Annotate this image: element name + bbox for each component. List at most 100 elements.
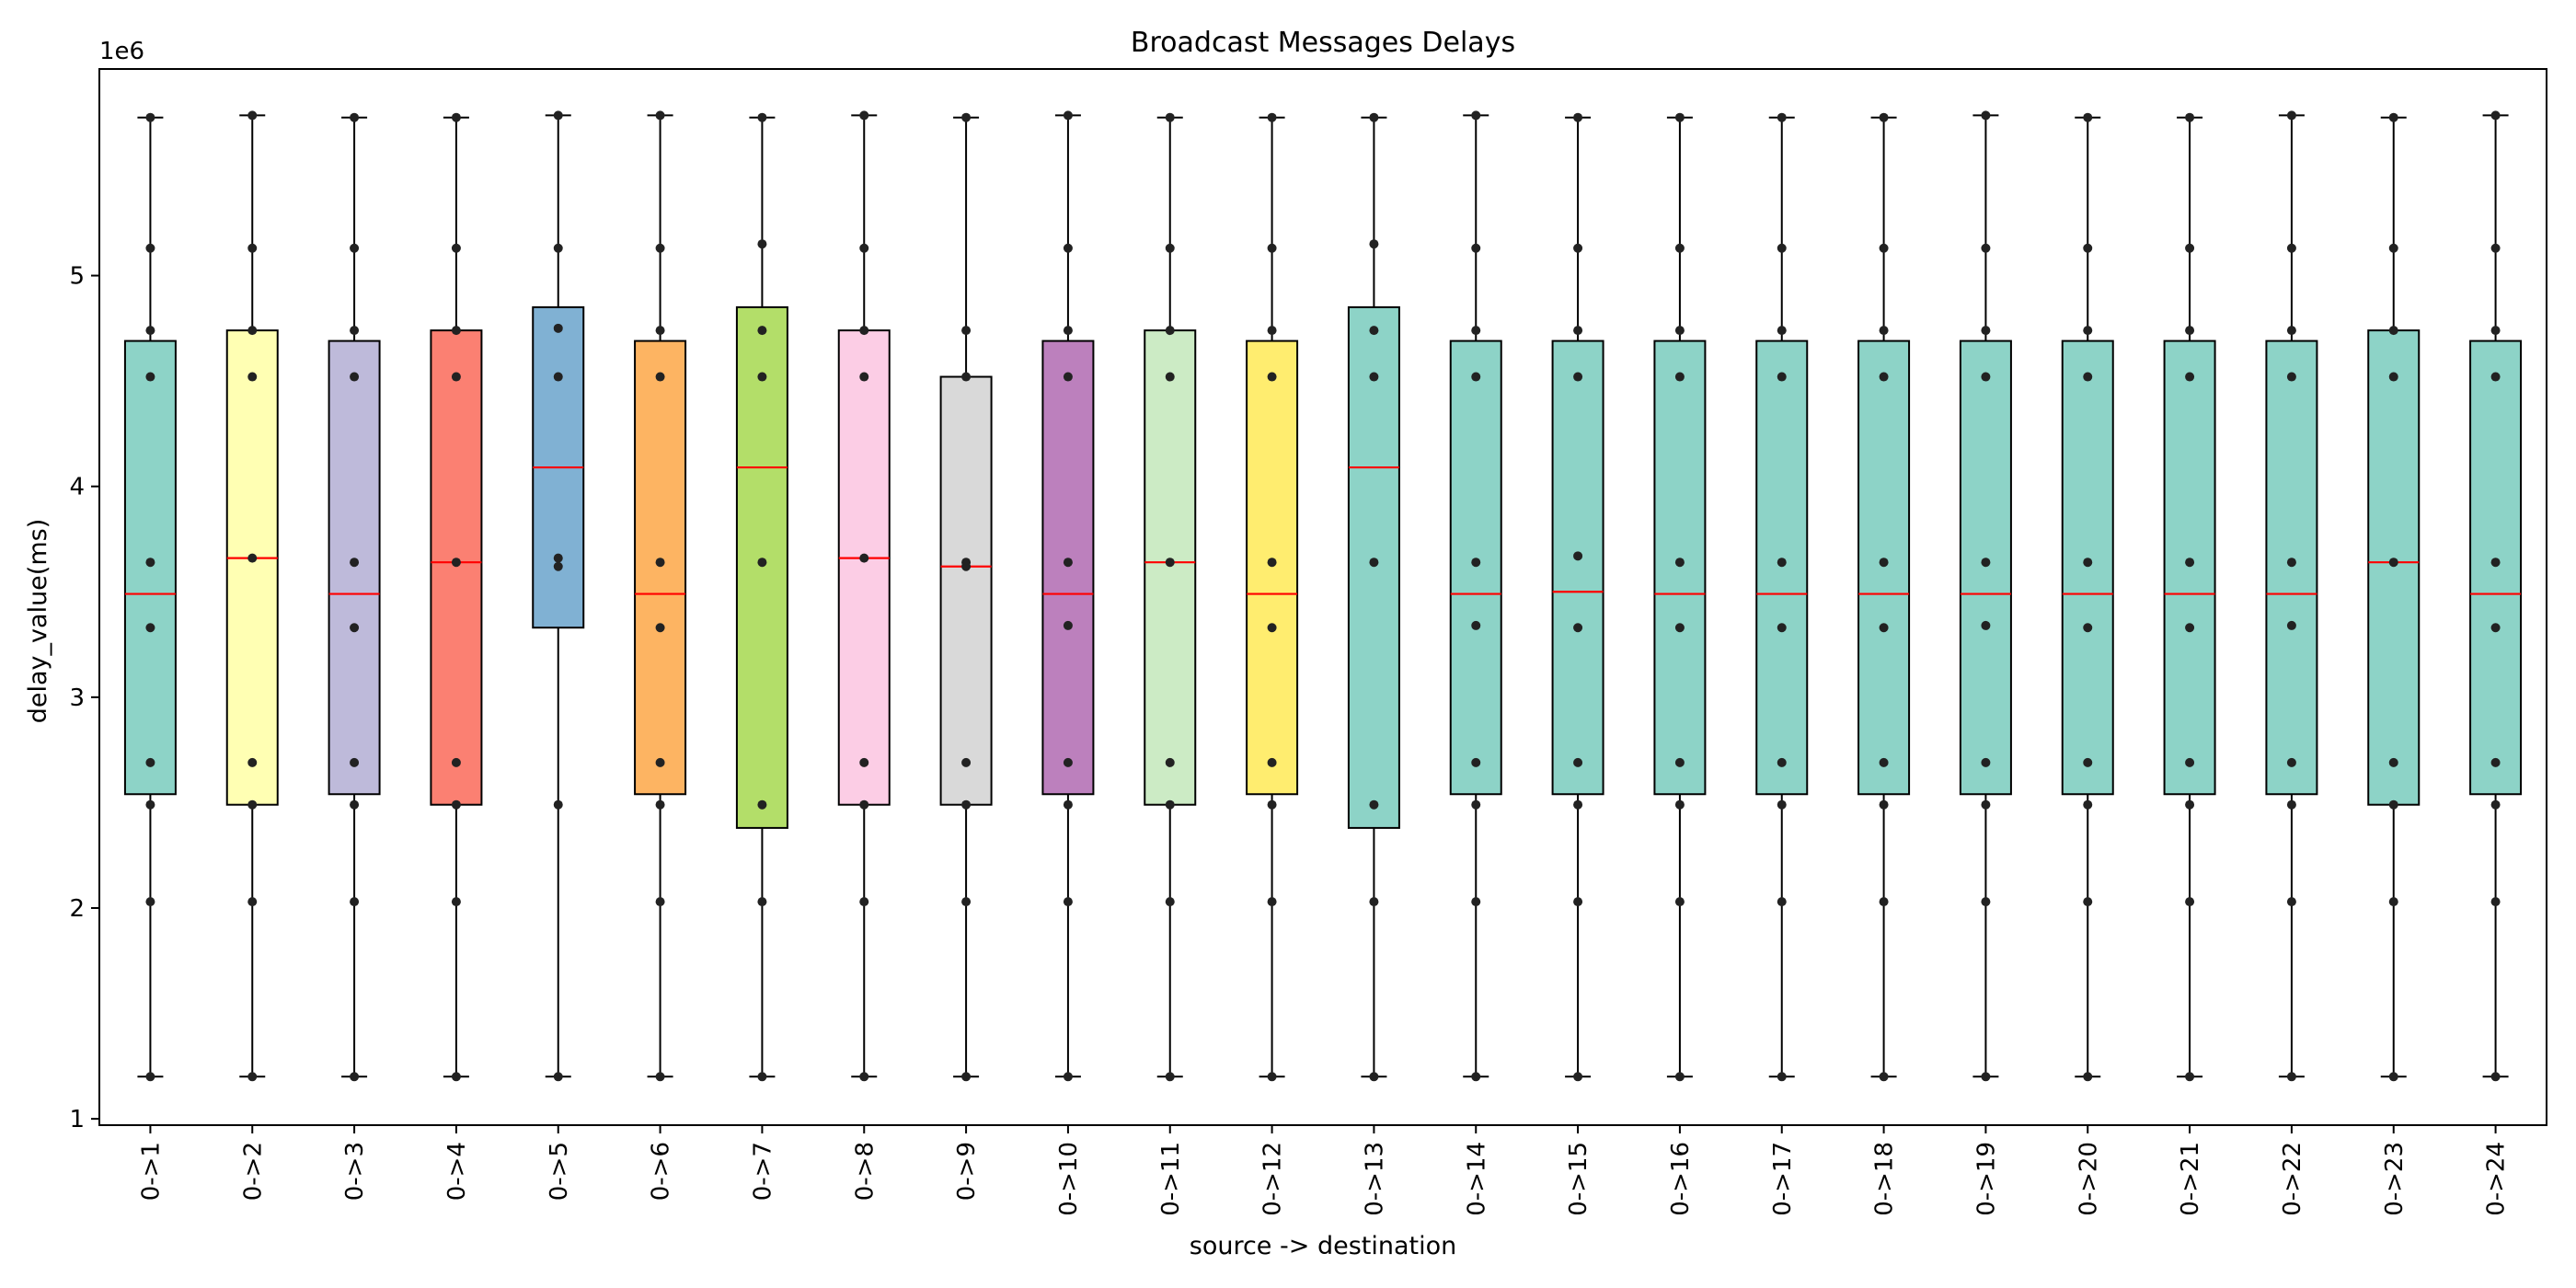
box-0->2	[225, 329, 279, 806]
data-point	[1777, 372, 1787, 382]
data-point	[1471, 620, 1481, 630]
box-0->21	[2163, 339, 2216, 796]
data-point	[1063, 1072, 1073, 1082]
data-point	[961, 372, 972, 382]
data-point	[1267, 757, 1277, 767]
data-point	[1573, 757, 1583, 767]
data-point	[2286, 372, 2296, 382]
data-point	[2083, 897, 2093, 907]
data-point	[553, 561, 563, 571]
data-point	[1165, 243, 1175, 253]
data-point	[145, 799, 155, 810]
data-point	[1573, 799, 1583, 810]
data-point	[859, 757, 869, 767]
y-tick-label: 2	[69, 895, 85, 923]
data-point	[961, 112, 972, 122]
data-point	[145, 372, 155, 382]
data-point	[1063, 897, 1073, 907]
data-point	[2185, 243, 2195, 253]
data-point	[553, 372, 563, 382]
x-tick-label: 0->8	[851, 1142, 879, 1201]
data-point	[859, 1072, 869, 1082]
data-point	[2490, 897, 2501, 907]
data-point	[2083, 326, 2093, 336]
data-point	[1879, 558, 1889, 568]
data-point	[2286, 1072, 2296, 1082]
data-point	[1879, 623, 1889, 633]
data-point	[1777, 623, 1787, 633]
data-point	[961, 326, 972, 336]
data-point	[1267, 326, 1277, 336]
data-point	[1573, 1072, 1583, 1082]
data-point	[2083, 623, 2093, 633]
data-point	[1471, 372, 1481, 382]
box-0->10	[1041, 339, 1095, 796]
data-point	[451, 558, 461, 568]
data-point	[1674, 799, 1685, 810]
data-point	[1573, 243, 1583, 253]
data-point	[1981, 243, 1991, 253]
x-tick-label: 0->16	[1667, 1142, 1695, 1216]
data-point	[2083, 1072, 2093, 1082]
x-tick-label: 0->17	[1769, 1142, 1797, 1216]
data-point	[1471, 757, 1481, 767]
data-point	[757, 799, 767, 810]
data-point	[451, 243, 461, 253]
box-0->13	[1347, 305, 1400, 829]
data-point	[145, 243, 155, 253]
x-tick-label: 0->13	[1361, 1142, 1388, 1216]
box-0->23	[2367, 329, 2421, 806]
data-point	[1369, 112, 1379, 122]
data-point	[1879, 1072, 1889, 1082]
data-point	[1369, 372, 1379, 382]
data-point	[2388, 799, 2398, 810]
data-point	[1267, 799, 1277, 810]
data-point	[1165, 326, 1175, 336]
data-point	[247, 372, 258, 382]
data-point	[247, 326, 258, 336]
x-tick-label: 0->6	[648, 1142, 675, 1201]
data-point	[2286, 799, 2296, 810]
data-point	[757, 112, 767, 122]
data-point	[757, 897, 767, 907]
box-0->20	[2061, 339, 2114, 796]
data-point	[145, 1072, 155, 1082]
data-point	[1471, 326, 1481, 336]
plot-area: 1 2 3 4 5 0->1 0->2 0->3 0->4 0->5 0->6 0->7 0->8 0->…	[69, 68, 2547, 1216]
data-point	[1267, 112, 1277, 122]
data-point	[1267, 243, 1277, 253]
data-point	[2286, 620, 2296, 630]
data-point	[2388, 112, 2398, 122]
box-0->14	[1449, 339, 1502, 796]
data-point	[1369, 326, 1379, 336]
data-point	[1471, 799, 1481, 810]
data-point	[1267, 623, 1277, 633]
data-point	[655, 1072, 665, 1082]
y-tick-label: 1	[69, 1106, 85, 1133]
data-point	[2185, 372, 2195, 382]
data-point	[451, 326, 461, 336]
data-point	[655, 623, 665, 633]
data-point	[2388, 326, 2398, 336]
data-point	[553, 799, 563, 810]
data-point	[2185, 326, 2195, 336]
data-point	[1674, 897, 1685, 907]
data-point	[350, 623, 360, 633]
data-point	[1674, 1072, 1685, 1082]
data-point	[451, 112, 461, 122]
data-point	[1777, 1072, 1787, 1082]
data-point	[1369, 799, 1379, 810]
data-point	[2388, 897, 2398, 907]
data-point	[1879, 897, 1889, 907]
data-point	[1674, 326, 1685, 336]
x-tick-label: 0->10	[1055, 1142, 1083, 1216]
data-point	[1471, 558, 1481, 568]
data-point	[757, 1072, 767, 1082]
box-0->6	[634, 339, 687, 796]
data-point	[1777, 799, 1787, 810]
data-point	[145, 558, 155, 568]
data-point	[2185, 623, 2195, 633]
data-point	[757, 239, 767, 249]
data-point	[1165, 799, 1175, 810]
data-point	[859, 110, 869, 121]
